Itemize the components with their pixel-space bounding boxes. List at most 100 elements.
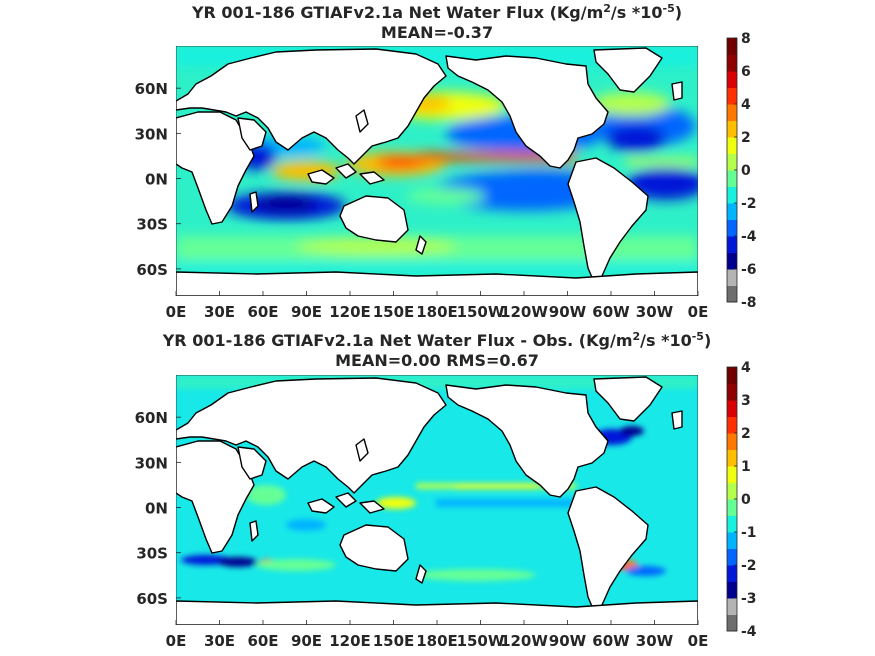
x-tick-label: 90E (291, 303, 322, 321)
colorbar-tick-label: -2 (741, 196, 757, 212)
x-tick-label: 120W (500, 303, 548, 321)
colorbar-tick-label: -6 (741, 262, 757, 278)
y-tick-label: 60N (135, 80, 168, 98)
colorbar-segment (727, 449, 737, 467)
y-tick-label: 0N (145, 500, 168, 518)
x-tick-label: 60W (592, 303, 630, 321)
colorbar-tick-label: -4 (741, 624, 757, 640)
colorbar-segment (727, 137, 737, 154)
colorbar-tick-label: -2 (741, 558, 757, 574)
colorbar-segment (727, 532, 737, 549)
x-tick-label: 150E (373, 632, 415, 650)
colorbar-segment (727, 400, 737, 417)
colorbar-segment (727, 120, 737, 138)
y-tick-label: 30S (136, 545, 168, 563)
bottom-colorbar: 4 3 2 1 0 -1 -2 -3 -4 (726, 360, 757, 640)
colorbar-segment (727, 104, 737, 121)
x-tick-label: 150E (373, 303, 415, 321)
top-chart-title: YR 001-186 GTIAFv2.1a Net Water Flux (Kg… (191, 2, 682, 22)
y-tick-label: 60S (136, 590, 168, 608)
x-tick-label: 90E (291, 632, 322, 650)
x-tick-label: 30E (204, 632, 235, 650)
colorbar-segment (727, 499, 737, 516)
colorbar-segment (727, 581, 737, 599)
colorbar-segment (727, 219, 737, 237)
x-tick-label: 60E (247, 632, 278, 650)
colorbar-tick-label: 0 (741, 492, 751, 508)
colorbar-segment (727, 153, 737, 171)
colorbar-tick-label: 0 (741, 163, 751, 179)
bottom-chart-subtitle: MEAN=0.00 RMS=0.67 (335, 351, 539, 370)
bottom-map (176, 375, 698, 625)
colorbar-tick-label: 3 (741, 393, 751, 409)
colorbar-segment (727, 383, 737, 401)
colorbar-segment (727, 203, 737, 220)
colorbar-segment (727, 38, 737, 55)
colorbar-segment (727, 466, 737, 483)
colorbar-segment (727, 416, 737, 434)
x-tick-label: 30W (636, 303, 674, 321)
colorbar-segment (727, 548, 737, 566)
colorbar-tick-label: 8 (741, 31, 751, 47)
x-tick-label: 0E (688, 632, 709, 650)
x-tick-label: 30E (204, 303, 235, 321)
colorbar-tick-label: -1 (741, 525, 757, 541)
colorbar-segment (727, 515, 737, 533)
y-tick-label: 30S (136, 216, 168, 234)
colorbar-tick-label: 4 (741, 360, 751, 376)
colorbar-tick-label: -8 (741, 295, 757, 311)
colorbar-segment (727, 269, 737, 286)
y-tick-label: 30N (135, 125, 168, 143)
colorbar-segment (727, 482, 737, 500)
y-tick-label: 60S (136, 261, 168, 279)
colorbar-tick-label: 6 (741, 64, 751, 80)
x-tick-label: 0E (166, 632, 187, 650)
x-tick-label: 150W (457, 303, 505, 321)
colorbar-segment (727, 367, 737, 384)
y-tick-label: 30N (135, 454, 168, 472)
colorbar-segment (727, 236, 737, 253)
colorbar-tick-label: 2 (741, 426, 751, 442)
colorbar-tick-label: -3 (741, 591, 757, 607)
top-colorbar: 8 6 4 2 0 -2 -4 -6 -8 (726, 31, 757, 311)
colorbar-tick-label: -4 (741, 229, 757, 245)
bottom-y-axis: 60N 30N 0N 30S 60S (135, 409, 181, 608)
x-tick-label: 0E (688, 303, 709, 321)
colorbar-segment (727, 186, 737, 204)
colorbar-segment (727, 87, 737, 105)
colorbar-segment (727, 598, 737, 615)
bottom-chart-title: YR 001-186 GTIAFv2.1a Net Water Flux - O… (162, 330, 712, 350)
x-tick-label: 60W (592, 632, 630, 650)
x-tick-label: 120W (500, 632, 548, 650)
x-tick-label: 180E (416, 303, 458, 321)
colorbar-segment (727, 565, 737, 582)
x-tick-label: 30W (636, 632, 674, 650)
net-water-flux-bias-panel: YR 001-186 GTIAFv2.1a Net Water Flux - O… (135, 330, 757, 650)
y-tick-label: 0N (145, 171, 168, 189)
colorbar-segment (727, 54, 737, 72)
x-tick-label: 90W (549, 303, 587, 321)
colorbar-segment (727, 433, 737, 450)
x-tick-label: 150W (457, 632, 505, 650)
x-tick-label: 0E (166, 303, 187, 321)
x-tick-label: 120E (329, 303, 371, 321)
colorbar-tick-label: 2 (741, 130, 751, 146)
x-tick-label: 180E (416, 632, 458, 650)
x-tick-label: 90W (549, 632, 587, 650)
colorbar-segment (727, 285, 737, 303)
colorbar-segment (727, 71, 737, 88)
colorbar-segment (727, 170, 737, 187)
x-tick-label: 60E (247, 303, 278, 321)
x-tick-label: 120E (329, 632, 371, 650)
y-tick-label: 60N (135, 409, 168, 427)
colorbar-tick-label: 4 (741, 97, 751, 113)
top-map (176, 46, 698, 296)
top-chart-subtitle: MEAN=-0.37 (381, 23, 493, 42)
net-water-flux-panel: YR 001-186 GTIAFv2.1a Net Water Flux (Kg… (135, 2, 757, 321)
colorbar-tick-label: 1 (741, 459, 751, 475)
top-y-axis: 60N 30N 0N 30S 60S (135, 80, 181, 279)
colorbar-segment (727, 252, 737, 270)
